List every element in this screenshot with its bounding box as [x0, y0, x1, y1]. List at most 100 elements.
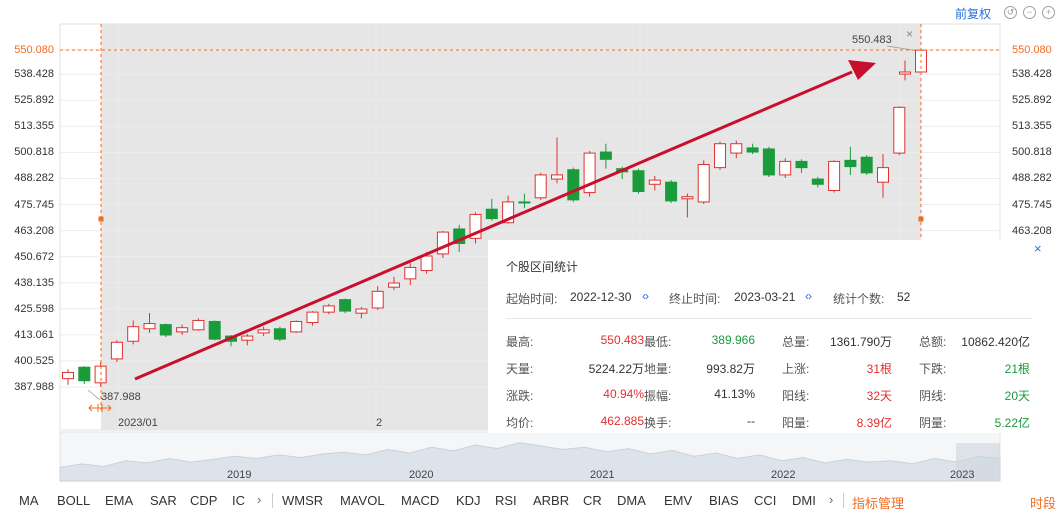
candle-down[interactable] [599, 151, 612, 160]
indicator-wmsr[interactable]: WMSR [282, 493, 324, 508]
resize-handle-icon[interactable] [88, 404, 112, 412]
candle-up[interactable] [828, 160, 841, 192]
candle-up[interactable] [697, 164, 710, 203]
indicator-cci[interactable]: CCI [754, 493, 777, 508]
candle-up[interactable] [290, 320, 303, 333]
candle-up[interactable] [730, 143, 743, 154]
indicator-bias[interactable]: BIAS [709, 493, 739, 508]
stat-value: 41.13% [714, 387, 755, 401]
overview-window[interactable] [956, 443, 1000, 481]
indicator-sar[interactable]: SAR [150, 493, 177, 508]
indicator-kdj[interactable]: KDJ [456, 493, 481, 508]
price-tick-right: 488.282 [1012, 172, 1052, 185]
end-time-stepper[interactable]: ‹› [805, 289, 812, 303]
candle-up[interactable] [355, 308, 368, 314]
candle-down[interactable] [78, 366, 91, 382]
stat-value: -- [747, 414, 755, 428]
indicator-cdp[interactable]: CDP [190, 493, 218, 508]
start-time-label: 起始时间: [506, 292, 558, 306]
candle-down[interactable] [795, 160, 808, 169]
candle-down[interactable] [860, 156, 873, 174]
high-note-close-icon[interactable]: × [906, 27, 914, 41]
indicator-manage-button[interactable]: 指标管理 [852, 496, 905, 511]
candle-down[interactable] [746, 147, 759, 153]
candle-down[interactable] [208, 320, 221, 340]
candle-up[interactable] [371, 290, 384, 309]
stat-value: 20天 [1004, 389, 1030, 403]
candle-up[interactable] [779, 160, 792, 176]
candle-up[interactable] [176, 327, 189, 333]
candle-up[interactable] [110, 341, 123, 360]
price-tick-right: 500.818 [1012, 146, 1052, 159]
candle-down[interactable] [665, 181, 678, 202]
chevron-right-icon[interactable]: › [829, 492, 834, 507]
candle-down[interactable] [273, 328, 286, 340]
candle-up[interactable] [583, 152, 596, 194]
price-tick-left: 400.525 [14, 354, 54, 367]
candle-up[interactable] [241, 335, 254, 341]
candle-up[interactable] [404, 266, 417, 280]
candle-up[interactable] [192, 319, 205, 331]
stat-label: 最低: [644, 335, 672, 349]
candle-up[interactable] [893, 106, 906, 154]
stat-value: 462.885 [600, 414, 644, 428]
indicator-dma[interactable]: DMA [617, 493, 646, 508]
candle-up[interactable] [127, 326, 140, 342]
candle-up[interactable] [877, 167, 889, 183]
end-time-label: 终止时间: [669, 292, 721, 306]
start-time-stepper[interactable]: ‹› [642, 289, 649, 303]
candle-up[interactable] [257, 329, 270, 334]
indicator-ema[interactable]: EMA [105, 493, 134, 508]
range-start-handle[interactable] [98, 216, 104, 222]
zoom-out-icon[interactable]: − [1023, 6, 1036, 19]
close-icon[interactable]: × [1034, 241, 1042, 256]
trend-arrow-line[interactable] [134, 70, 853, 381]
chevron-right-icon[interactable]: › [257, 492, 262, 507]
candle-down[interactable] [632, 170, 645, 193]
indicator-boll[interactable]: BOLL [57, 493, 91, 508]
candle-up[interactable] [714, 143, 726, 169]
indicator-arbr[interactable]: ARBR [533, 493, 570, 508]
indicator-cr[interactable]: CR [583, 493, 602, 508]
stat-label: 下跌: [919, 362, 947, 376]
candle-down[interactable] [159, 324, 172, 336]
candle-up[interactable] [62, 371, 74, 380]
undo-icon[interactable]: ↺ [1004, 6, 1017, 19]
candle-up[interactable] [681, 196, 694, 200]
period-button[interactable]: 时段 [1030, 496, 1057, 511]
stat-value: 8.39亿 [856, 416, 892, 430]
candle-up[interactable] [551, 174, 563, 180]
range-end-handle[interactable] [918, 216, 924, 222]
indicator-dmi[interactable]: DMI [792, 493, 816, 508]
candle-down[interactable] [485, 208, 498, 220]
candle-up[interactable] [143, 323, 156, 330]
indicator-macd[interactable]: MACD [401, 493, 440, 508]
candle-up[interactable] [436, 231, 449, 255]
candle-down[interactable] [762, 148, 775, 176]
candle-down[interactable] [339, 299, 352, 312]
price-tick-right: 463.208 [1012, 224, 1052, 237]
candle-up[interactable] [469, 213, 482, 239]
candle-up[interactable] [306, 311, 319, 324]
restore-rights-toggle[interactable]: 前复权 [955, 7, 992, 21]
candle-up[interactable] [388, 282, 400, 288]
stat-label: 阴量: [919, 416, 947, 430]
indicator-emv[interactable]: EMV [664, 493, 693, 508]
stat-value: 40.94% [603, 387, 644, 401]
candle-up[interactable] [502, 201, 515, 224]
candle-down[interactable] [844, 159, 857, 168]
indicator-ic[interactable]: IC [232, 493, 245, 508]
candle-up[interactable] [648, 179, 661, 185]
candle-up[interactable] [322, 305, 335, 313]
candle-down[interactable] [811, 178, 824, 185]
candle-up[interactable] [534, 174, 547, 199]
indicator-mavol[interactable]: MAVOL [340, 493, 385, 508]
candle-up[interactable] [899, 71, 911, 75]
indicator-rsi[interactable]: RSI [495, 493, 517, 508]
indicator-ma[interactable]: MA [19, 493, 39, 508]
candle-down[interactable] [567, 169, 580, 201]
candle-down[interactable] [518, 201, 531, 204]
candle-up[interactable] [420, 255, 433, 272]
zoom-in-icon[interactable]: + [1042, 6, 1055, 19]
price-tick-left: 500.818 [14, 146, 54, 159]
